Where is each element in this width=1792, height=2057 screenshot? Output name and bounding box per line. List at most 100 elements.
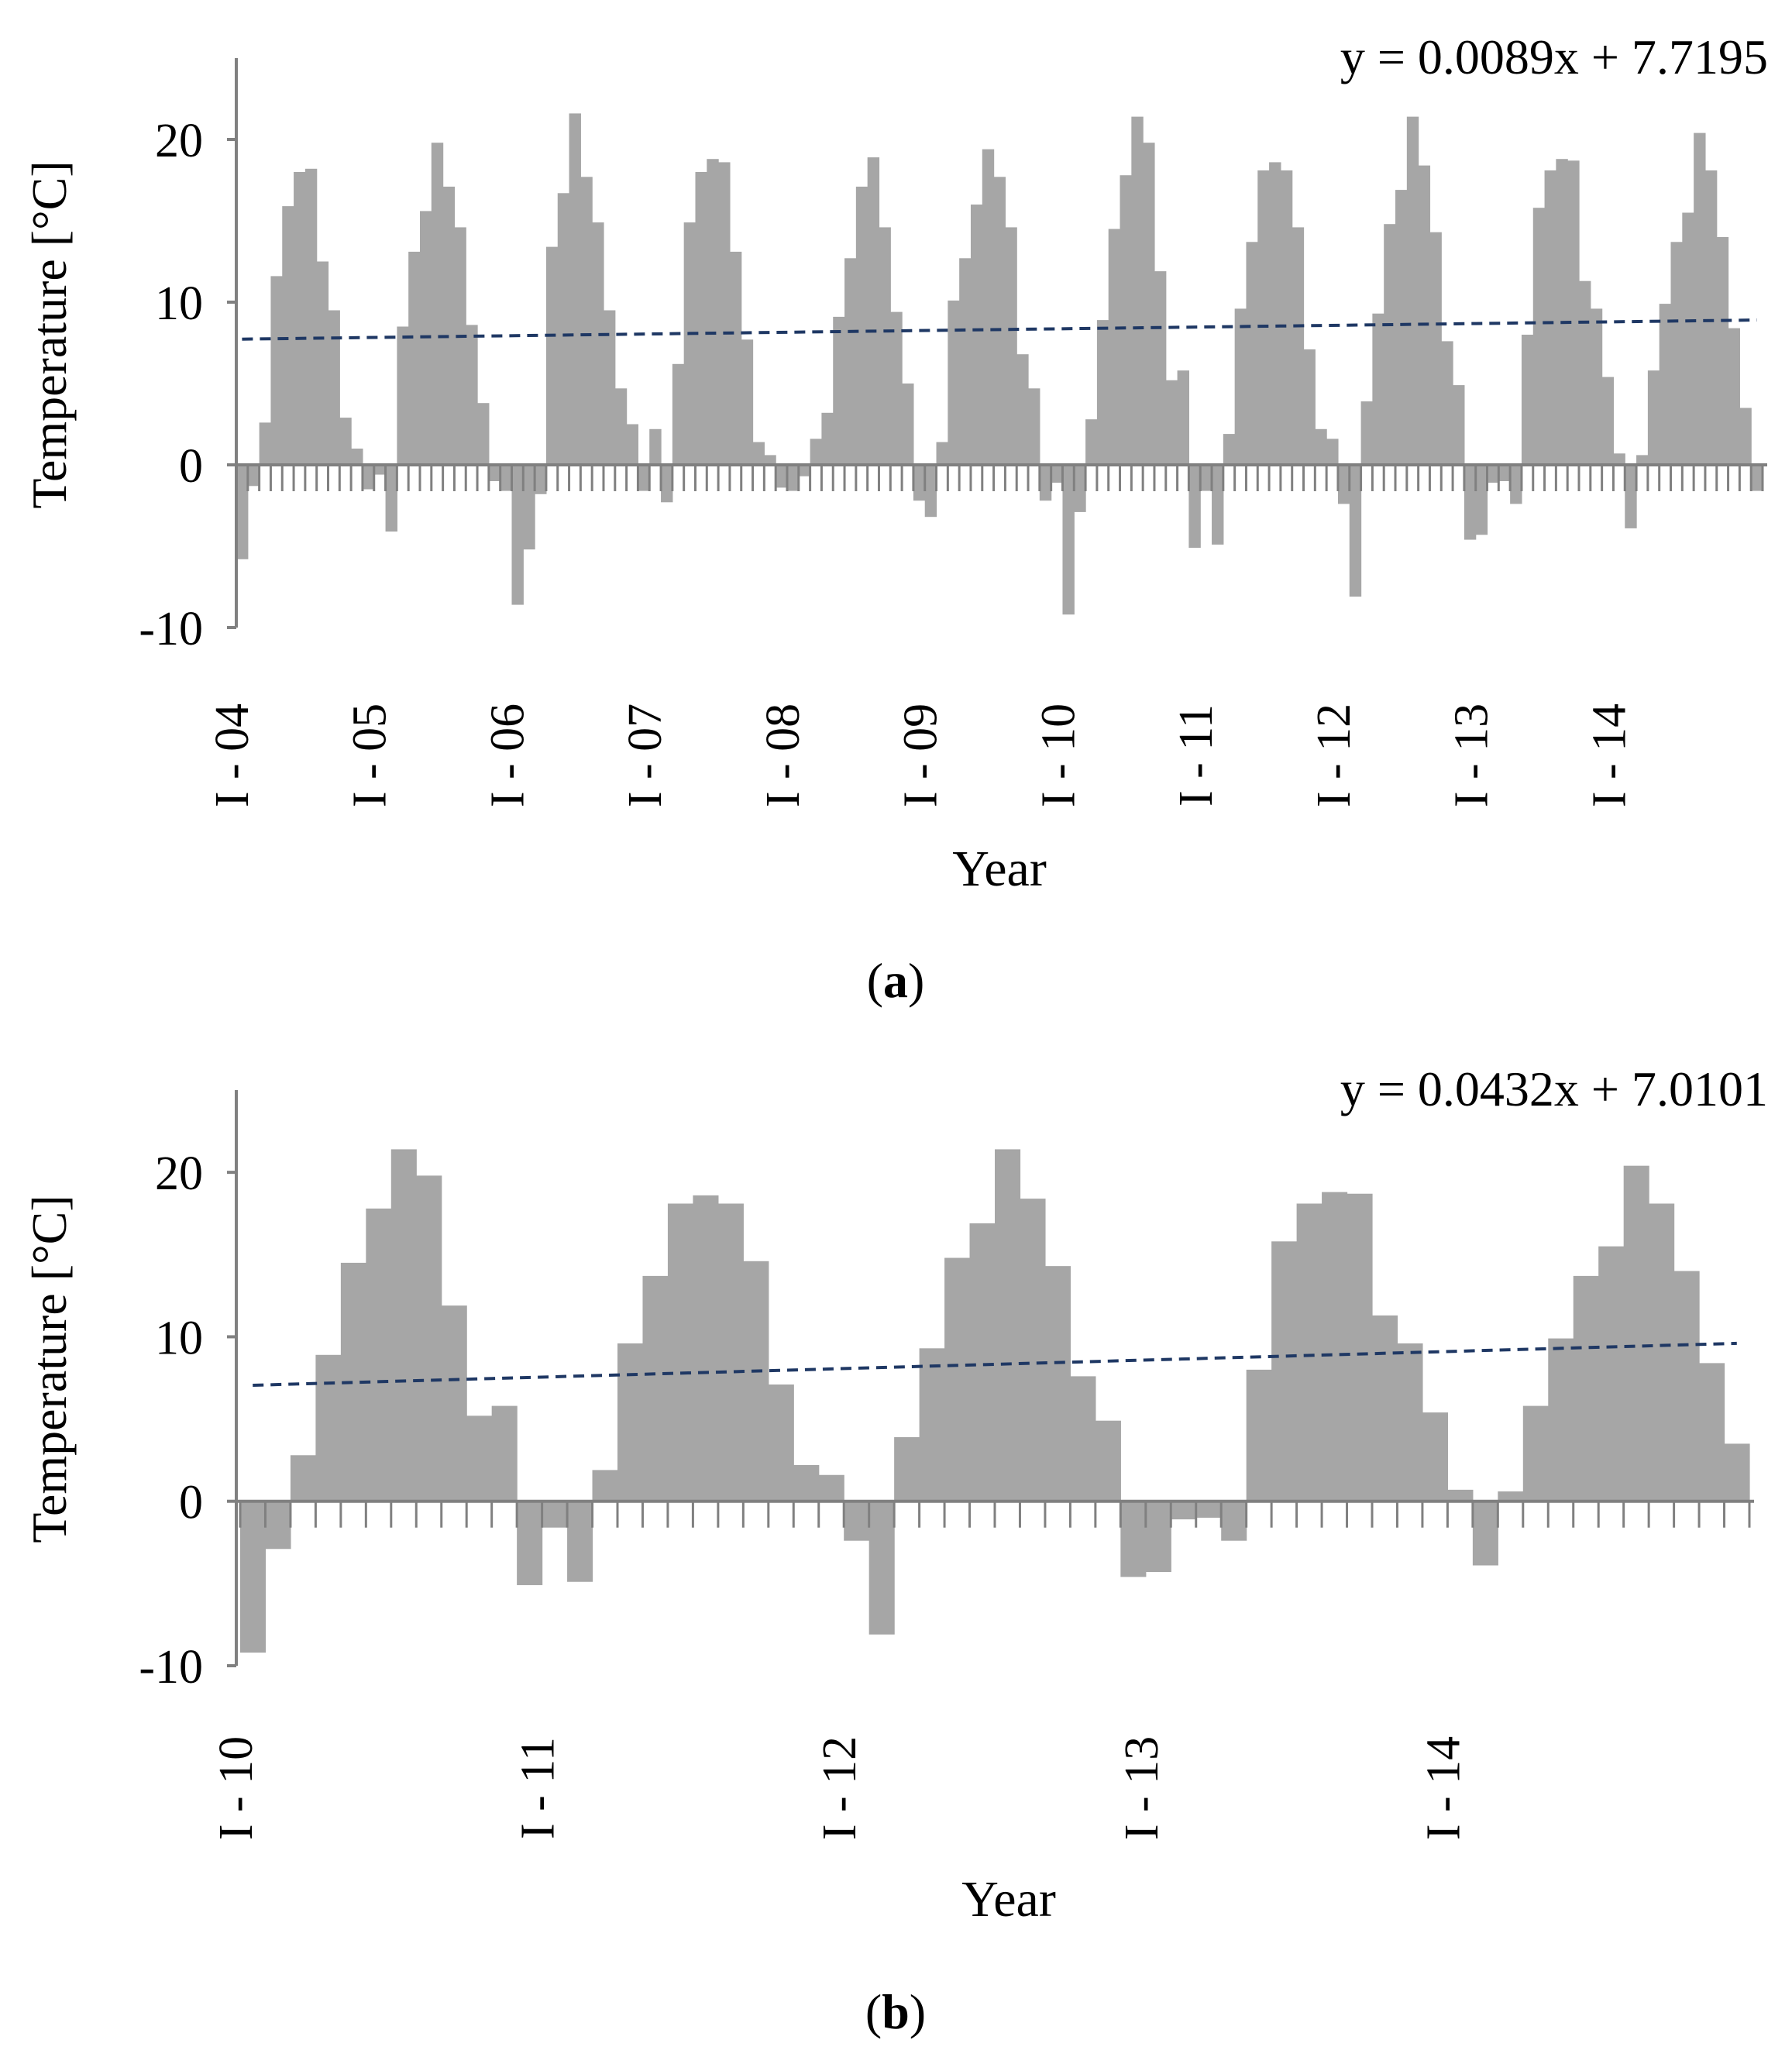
bar-a-100: [1372, 313, 1384, 465]
trendline-a: [242, 318, 1757, 341]
bar-a-74: [1074, 465, 1086, 512]
bar-b-19: [693, 1195, 719, 1501]
bar-a-102: [1395, 190, 1408, 465]
bar-b-1: [240, 1501, 267, 1653]
bar-a-7: [304, 168, 318, 466]
axes-b: [227, 1090, 1754, 1667]
y-tick-labels-b: -10 0 10 20: [139, 1147, 203, 1694]
bar-a-89: [1246, 242, 1258, 465]
bar-a-1: [236, 465, 249, 559]
bar-a-118: [1579, 280, 1591, 465]
bar-a-16: [408, 251, 421, 465]
bar-b-58: [1673, 1271, 1700, 1501]
bar-a-132: [1739, 408, 1752, 465]
bar-a-57: [879, 227, 891, 465]
bar-a-56: [867, 157, 880, 465]
bar-b-57: [1649, 1203, 1675, 1501]
bar-b-46: [1372, 1315, 1398, 1501]
bar-a-127: [1682, 212, 1694, 465]
bar-a-86: [1212, 465, 1224, 545]
bar-a-77: [1108, 229, 1121, 465]
bar-a-24: [500, 465, 513, 491]
bar-a-2: [247, 465, 260, 487]
bar-a-25: [511, 465, 524, 605]
bar-a-47: [764, 455, 776, 465]
bar-a-5: [282, 206, 294, 465]
bar-a-70: [1028, 388, 1040, 465]
bar-a-76: [1096, 320, 1109, 465]
bar-b-38: [1171, 1501, 1197, 1520]
bar-a-31: [580, 177, 593, 466]
bar-a-73: [1062, 465, 1075, 615]
x-axis-label-b: Year: [961, 1871, 1056, 1928]
bar-a-53: [833, 316, 845, 465]
bar-a-50: [798, 465, 811, 476]
bar-b-20: [717, 1203, 744, 1501]
bar-a-18: [431, 143, 444, 465]
bar-b-41: [1246, 1369, 1272, 1501]
bar-a-35: [626, 424, 639, 465]
y-tick-label-b--10: -10: [139, 1641, 203, 1694]
bar-a-13: [373, 465, 387, 475]
bar-a-120: [1601, 377, 1615, 465]
bar-a-38: [661, 465, 673, 503]
bar-a-91: [1269, 162, 1281, 465]
bars-b: [240, 1149, 1750, 1653]
bar-b-50: [1472, 1501, 1498, 1566]
bar-b-27: [894, 1436, 920, 1501]
bar-b-32: [1020, 1199, 1046, 1501]
bar-a-39: [672, 363, 685, 465]
bar-b-37: [1145, 1501, 1171, 1572]
x-tick-label-a-5: I - 08: [757, 703, 810, 807]
bar-a-4: [270, 276, 283, 465]
x-tick-label-b-3: I - 12: [813, 1736, 866, 1840]
bar-a-55: [855, 186, 868, 465]
bar-b-48: [1422, 1412, 1448, 1501]
bar-a-29: [557, 193, 570, 466]
y-tick-label-a-0: 0: [179, 440, 203, 493]
bar-a-67: [993, 177, 1006, 466]
bar-a-59: [902, 384, 914, 465]
y-tick-label-a-20: 20: [155, 115, 203, 167]
bar-b-29: [944, 1257, 971, 1501]
x-tick-label-a-8: I - 11: [1170, 704, 1223, 807]
bar-a-121: [1613, 453, 1625, 465]
bar-a-58: [890, 311, 903, 465]
x-tick-label-a-10: I - 13: [1446, 703, 1498, 807]
bar-b-13: [542, 1501, 568, 1528]
x-tick-label-a-2: I - 05: [344, 703, 397, 807]
bar-a-113: [1521, 335, 1534, 465]
bar-a-117: [1567, 160, 1580, 466]
bar-b-54: [1573, 1275, 1599, 1501]
bar-b-16: [617, 1343, 644, 1501]
bar-b-53: [1548, 1338, 1574, 1501]
bar-a-79: [1131, 116, 1144, 465]
bar-a-123: [1636, 455, 1649, 465]
bar-a-61: [924, 465, 937, 518]
y-tick-label-b-20: 20: [155, 1147, 203, 1200]
bar-a-34: [614, 388, 628, 465]
bar-a-48: [776, 465, 788, 488]
bar-b-24: [818, 1474, 844, 1501]
bar-a-129: [1704, 170, 1718, 465]
x-tick-label-b-4: I - 13: [1116, 1736, 1168, 1840]
bar-a-43: [718, 162, 731, 465]
bar-a-108: [1464, 465, 1477, 540]
bar-a-27: [535, 465, 547, 494]
bar-a-83: [1177, 370, 1189, 465]
x-tick-label-a-4: I - 07: [619, 703, 672, 807]
bar-b-10: [466, 1415, 493, 1501]
bar-a-133: [1751, 465, 1763, 491]
bar-a-19: [442, 186, 456, 465]
bar-a-60: [913, 465, 926, 501]
axes-a: [227, 58, 1767, 629]
y-tick-labels-a: -10 0 10 20: [139, 115, 203, 655]
bar-a-69: [1016, 354, 1029, 465]
y-tick-label-b-10: 10: [155, 1312, 203, 1364]
trendline-equation-b: y = 0.0432x + 7.0101: [1340, 1061, 1768, 1116]
bar-b-11: [491, 1405, 518, 1501]
bar-a-84: [1188, 465, 1201, 549]
bar-a-101: [1384, 224, 1396, 465]
bar-a-115: [1544, 170, 1556, 465]
